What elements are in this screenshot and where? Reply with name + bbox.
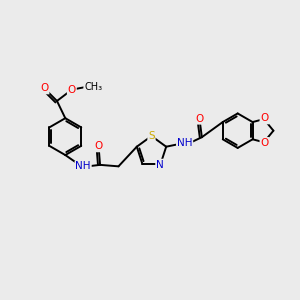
Text: O: O <box>260 113 268 124</box>
Text: CH₃: CH₃ <box>84 82 102 92</box>
Text: O: O <box>195 114 204 124</box>
Text: O: O <box>40 83 49 94</box>
Text: O: O <box>94 141 103 152</box>
Text: N: N <box>156 160 164 170</box>
Text: S: S <box>148 131 155 141</box>
Text: O: O <box>260 138 268 148</box>
Text: NH: NH <box>177 137 192 148</box>
Text: NH: NH <box>75 161 91 171</box>
Text: O: O <box>68 85 76 95</box>
